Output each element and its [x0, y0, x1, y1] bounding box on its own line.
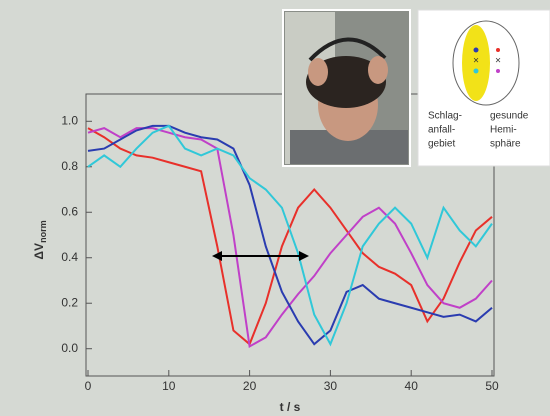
- chart: × × 0.0 0.2 0.4 0.6 0.8 1.0 0 10 20 30 40 50 t / s ΔV…: [0, 0, 550, 416]
- y-tick-label: 0.4: [61, 250, 78, 264]
- x-tick-label: 50: [485, 379, 499, 393]
- y-tick-label: 1.0: [61, 113, 78, 127]
- x-tick-label: 20: [243, 379, 257, 393]
- y-tick-label: 0.6: [61, 204, 78, 218]
- inset-label: anfall-: [428, 125, 455, 136]
- x-axis-label: t / s: [280, 400, 301, 414]
- photo: [283, 10, 410, 166]
- y-tick-label: 0.2: [61, 295, 78, 309]
- inset-label: gebiet: [428, 139, 455, 150]
- x-tick-label: 0: [85, 379, 92, 393]
- inset-label: sphäre: [490, 139, 521, 150]
- svg-text:×: ×: [495, 56, 501, 67]
- inset-label: gesunde: [490, 111, 529, 122]
- y-tick-label: 0.0: [61, 341, 78, 355]
- inset-label: Schlag-: [428, 111, 462, 122]
- x-tick-label: 40: [405, 379, 419, 393]
- y-label-main: ΔV: [32, 243, 46, 260]
- y-label-sub: norm: [38, 220, 48, 243]
- svg-text:×: ×: [473, 56, 479, 67]
- inset-label: Hemi-: [490, 125, 517, 136]
- x-tick-label: 10: [162, 379, 176, 393]
- y-tick-label: 0.8: [61, 159, 78, 173]
- x-tick-label: 30: [324, 379, 338, 393]
